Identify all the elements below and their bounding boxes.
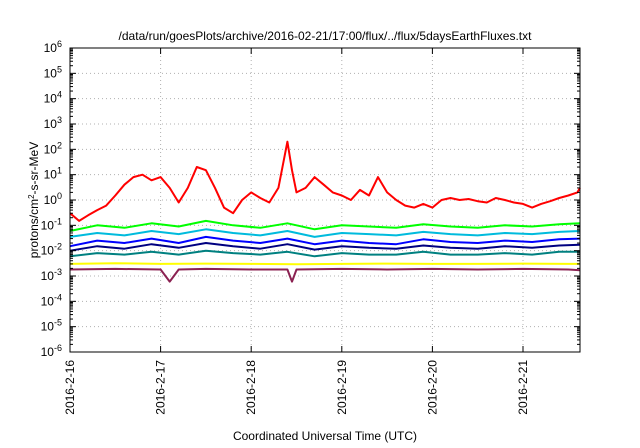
- y-tick-base: 10: [41, 320, 55, 334]
- y-axis-label-rest: -s-sr-MeV: [27, 142, 41, 195]
- y-tick-exponent: -5: [54, 318, 62, 328]
- x-tick-label: 2016-2-20: [425, 360, 439, 415]
- y-tick-exponent: -1: [54, 216, 62, 226]
- y-tick-label: 103: [44, 115, 62, 131]
- y-tick-label: 10-5: [41, 318, 62, 334]
- x-axis-ticks: 2016-2-16 2016-2-17 2016-2-18 2016-2-19 2016…: [63, 48, 530, 415]
- x-tick-label: 2016-2-18: [244, 360, 258, 415]
- y-tick-label: 10-4: [41, 292, 62, 308]
- y-tick-exponent: 1: [57, 166, 62, 176]
- y-tick-exponent: -3: [54, 267, 62, 277]
- y-tick-label: 104: [44, 90, 62, 106]
- y-tick-base: 10: [44, 142, 58, 156]
- y-tick-exponent: 4: [57, 90, 62, 100]
- y-tick-base: 10: [41, 269, 55, 283]
- y-tick-label: 10-3: [41, 267, 62, 283]
- y-tick-base: 10: [41, 345, 55, 359]
- series-line-3: [69, 228, 581, 238]
- series-line-4: [69, 235, 581, 248]
- y-tick-label: 100: [44, 191, 62, 207]
- y-tick-exponent: -6: [54, 343, 62, 353]
- y-tick-exponent: 0: [57, 191, 62, 201]
- y-tick-exponent: 2: [57, 140, 62, 150]
- y-tick-exponent: 3: [57, 115, 62, 125]
- y-tick-exponent: 5: [57, 64, 62, 74]
- series-line-8: [69, 267, 581, 283]
- y-tick-label: 105: [44, 64, 62, 80]
- y-tick-label: 10-6: [41, 343, 62, 359]
- y-tick-base: 10: [41, 218, 55, 232]
- x-tick-label: 2016-2-19: [335, 360, 349, 415]
- x-axis-label: Coordinated Universal Time (UTC): [233, 429, 417, 443]
- y-tick-base: 10: [44, 92, 58, 106]
- series-line-7: [69, 262, 580, 266]
- y-tick-base: 10: [44, 168, 58, 182]
- y-tick-base: 10: [44, 117, 58, 131]
- y-tick-label: 102: [44, 140, 62, 156]
- x-tick-label: 2016-2-17: [154, 360, 168, 415]
- y-tick-label: 10-2: [41, 242, 62, 258]
- y-tick-base: 10: [41, 294, 55, 308]
- y-tick-base: 10: [44, 66, 58, 80]
- y-tick-exponent: 6: [57, 39, 62, 49]
- series-line-6: [69, 249, 580, 258]
- y-tick-exponent: -2: [54, 242, 62, 252]
- chart-title: /data/run/goesPlots/archive/2016-02-21/1…: [119, 29, 533, 43]
- y-axis-ticks: 10-610-510-410-310-210-11001011021031041…: [41, 39, 580, 359]
- y-tick-base: 10: [41, 244, 55, 258]
- x-tick-label: 2016-2-16: [63, 360, 77, 415]
- y-tick-base: 10: [44, 41, 58, 55]
- series-line-1: [69, 140, 581, 222]
- y-tick-label: 10-1: [41, 216, 62, 232]
- y-axis-label-base: protons/cm: [27, 199, 41, 258]
- series-line-5: [69, 242, 581, 252]
- y-tick-exponent: -4: [54, 292, 62, 302]
- y-axis-label: protons/cm2-s-sr-MeV: [27, 142, 42, 258]
- y-tick-label: 101: [44, 166, 62, 182]
- y-tick-label: 106: [44, 39, 62, 55]
- series-line-2: [69, 219, 581, 232]
- y-axis-label-sup: 2: [27, 194, 36, 199]
- x-tick-label: 2016-2-21: [516, 360, 530, 415]
- y-tick-base: 10: [44, 193, 58, 207]
- data-series-group: [69, 140, 581, 283]
